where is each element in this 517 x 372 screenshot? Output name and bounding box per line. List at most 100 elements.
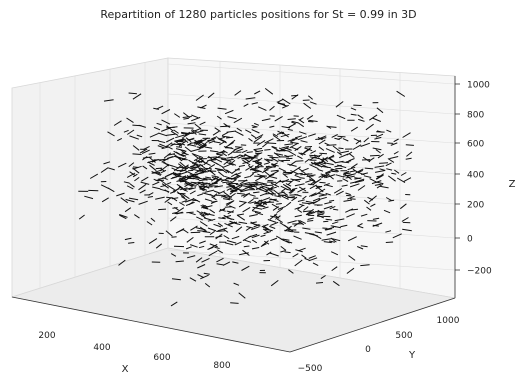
particle-marker: [332, 221, 339, 225]
particle-marker: [393, 138, 399, 143]
particle-marker: [294, 145, 302, 152]
particle-marker: [284, 251, 291, 254]
particle-marker: [363, 175, 372, 178]
particle-marker: [298, 247, 306, 252]
particle-marker: [302, 148, 311, 155]
particle-marker: [123, 129, 129, 133]
particle-marker: [255, 204, 266, 208]
particle-marker: [256, 157, 263, 163]
particle-marker: [124, 207, 132, 213]
particle-marker: [199, 221, 208, 227]
particle-marker: [336, 151, 342, 156]
particle-marker: [160, 164, 169, 172]
particle-marker: [280, 246, 287, 251]
particle-marker: [269, 252, 279, 257]
particle-marker: [132, 153, 142, 155]
particle-marker: [148, 156, 156, 163]
particle-marker: [107, 131, 115, 137]
particle-marker: [290, 121, 297, 125]
particle-marker: [217, 249, 224, 254]
particle-marker: [303, 206, 309, 211]
particle-marker: [146, 221, 153, 226]
particle-marker: [326, 231, 337, 236]
particle-marker: [346, 267, 355, 274]
particle-marker: [297, 204, 304, 210]
particle-marker: [321, 173, 328, 179]
particle-marker: [226, 217, 235, 221]
particle-marker: [198, 245, 205, 249]
particle-marker: [159, 158, 166, 162]
particle-marker: [376, 174, 384, 180]
particle-marker: [255, 202, 264, 207]
particle-marker: [272, 133, 279, 137]
particle-marker: [334, 164, 342, 168]
particle-marker: [217, 171, 225, 177]
particle-marker: [240, 189, 250, 193]
particle-marker: [165, 163, 173, 167]
particle-marker: [304, 257, 310, 261]
particle-marker: [376, 183, 383, 189]
particle-marker: [217, 227, 228, 232]
particle-marker: [247, 198, 254, 204]
particle-marker: [297, 219, 305, 226]
particle-marker: [211, 196, 217, 201]
particle-marker: [275, 203, 282, 205]
particle-marker: [197, 264, 206, 269]
particle-marker: [203, 272, 210, 275]
particle-marker: [252, 160, 262, 164]
particle-marker: [298, 186, 307, 192]
particle-marker: [406, 151, 413, 157]
particle-marker: [376, 175, 382, 178]
particle-marker: [331, 168, 340, 172]
particle-marker: [375, 149, 381, 154]
particle-marker: [308, 133, 316, 137]
particle-marker: [250, 134, 256, 139]
particle-marker: [388, 175, 396, 182]
particle-marker: [175, 260, 184, 263]
particle-marker: [263, 169, 269, 172]
particle-marker: [209, 150, 219, 153]
particle-marker: [345, 160, 352, 163]
particle-marker: [238, 292, 246, 299]
particle-marker: [292, 253, 299, 258]
particle-marker: [305, 179, 314, 183]
particle-marker: [132, 173, 138, 178]
particle-marker: [166, 142, 173, 148]
particle-marker: [182, 112, 191, 119]
particle-marker: [221, 215, 232, 219]
particle-marker: [264, 193, 271, 195]
particle-marker: [374, 136, 382, 140]
particle-marker: [307, 220, 314, 222]
particle-marker: [264, 88, 274, 95]
particle-marker: [170, 130, 179, 136]
particle-marker: [179, 176, 188, 182]
particle-marker: [198, 133, 207, 136]
particle-marker: [167, 153, 176, 156]
particle-marker: [213, 176, 220, 181]
particle-marker: [251, 206, 258, 211]
particle-marker: [141, 176, 149, 182]
particle-marker: [120, 197, 129, 204]
particle-marker: [297, 209, 303, 213]
particle-marker: [255, 186, 265, 190]
particle-marker: [224, 242, 234, 246]
particle-marker: [214, 185, 223, 188]
particle-marker: [301, 202, 311, 205]
particle-marker: [372, 217, 380, 220]
particle-marker: [329, 199, 335, 202]
particle-marker: [257, 106, 267, 111]
particle-marker: [299, 203, 305, 207]
particle-marker: [230, 148, 237, 154]
particle-marker: [202, 205, 213, 209]
particle-marker: [357, 185, 366, 191]
particle-marker: [203, 211, 210, 216]
particle-marker: [180, 153, 187, 157]
z-grid-line: [167, 93, 456, 115]
particle-marker: [177, 207, 185, 213]
particle-marker: [232, 261, 239, 264]
particle-marker: [167, 201, 173, 206]
particle-marker: [156, 122, 162, 126]
particle-marker: [213, 190, 220, 194]
particle-marker: [119, 214, 127, 220]
particle-marker: [291, 94, 299, 100]
